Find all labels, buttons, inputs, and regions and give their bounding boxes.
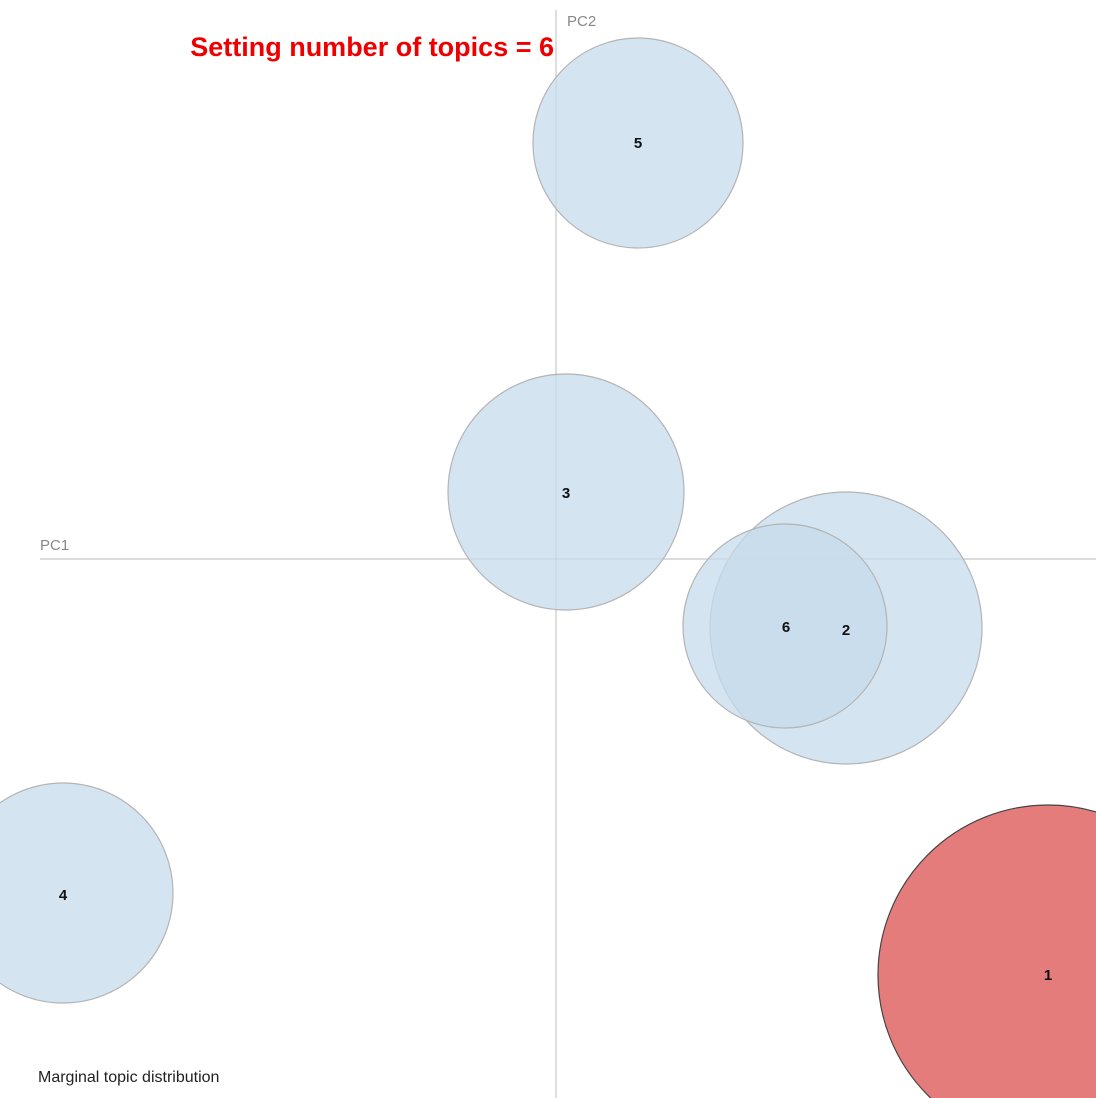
topic-bubble[interactable] xyxy=(682,523,888,729)
title: Setting number of topics = 6 xyxy=(190,32,554,62)
topic-label: 1 xyxy=(1044,967,1052,984)
topic-bubble-selected[interactable] xyxy=(877,804,1096,1098)
topic-bubble[interactable] xyxy=(0,782,174,1004)
topic-label: 6 xyxy=(782,619,790,636)
pc2-label: PC2 xyxy=(567,13,596,30)
topic-label: 5 xyxy=(634,135,642,152)
topic-bubble[interactable] xyxy=(532,37,744,249)
pc1-label: PC1 xyxy=(40,537,69,554)
footer-label: Marginal topic distribution xyxy=(38,1069,219,1086)
topic-label: 4 xyxy=(59,887,68,904)
topic-label: 3 xyxy=(562,485,570,502)
topic-label: 2 xyxy=(842,622,850,639)
topic-bubble[interactable] xyxy=(447,373,685,611)
